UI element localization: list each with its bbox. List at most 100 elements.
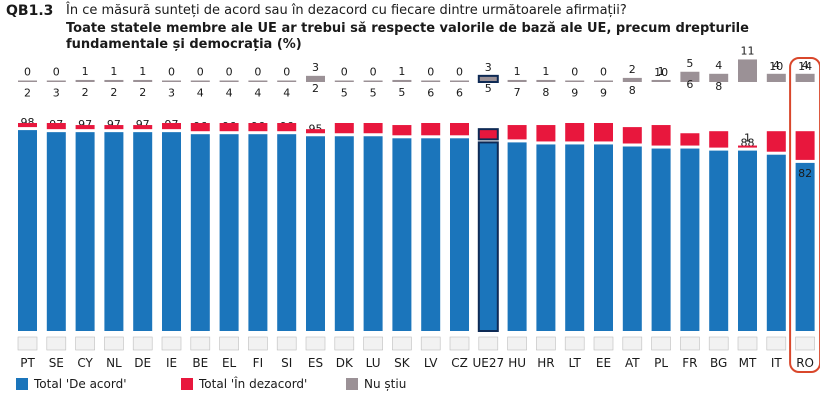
tick-label: NL (106, 356, 122, 370)
bar-agree (477, 141, 499, 332)
bar-dontknow (75, 79, 95, 82)
bar-agree (334, 136, 354, 331)
bar-agree (133, 132, 153, 331)
tick-label: CZ (451, 356, 468, 370)
bar-disagree (795, 131, 815, 160)
bar-disagree (594, 123, 613, 142)
bar-dontknow (46, 80, 66, 82)
data-label-disagree: 7 (514, 86, 521, 99)
bar-agree (75, 132, 95, 331)
data-label-agree: 95 (309, 122, 323, 135)
bar-dontknow (190, 80, 210, 82)
data-label-agree: 98 (21, 116, 35, 129)
bar-disagree (709, 131, 729, 148)
data-label-dontknow: 1 (398, 65, 405, 78)
bar-dontknow (680, 71, 700, 82)
flag-de-icon (132, 336, 153, 351)
bar-dontknow (162, 80, 181, 82)
data-label-dontknow: 4 (773, 59, 780, 72)
data-label-disagree: 3 (168, 87, 175, 100)
tick-label: SI (281, 356, 292, 370)
bar-agree (565, 144, 585, 331)
bar-dontknow (766, 73, 786, 82)
data-label-disagree: 2 (312, 82, 319, 95)
bar-agree (277, 134, 297, 331)
data-label-dontknow: 2 (629, 63, 636, 76)
bar-dontknow (565, 80, 585, 82)
bar-dontknow (622, 77, 642, 82)
bar-agree (709, 150, 729, 331)
bar-disagree (536, 125, 556, 142)
flag-ue27-icon (478, 336, 499, 351)
bar-agree (421, 138, 441, 331)
bar-agree (18, 130, 37, 331)
flag-ro-icon (795, 336, 815, 351)
flag-se-icon (46, 336, 67, 351)
flag-es-icon (305, 336, 326, 351)
bar-agree (738, 150, 757, 331)
bar-agree (536, 144, 556, 331)
data-label-disagree: 5 (485, 82, 492, 95)
data-label-disagree: 6 (427, 87, 434, 100)
bar-disagree (680, 133, 700, 146)
tick-label: PL (654, 356, 668, 370)
bar-disagree (363, 123, 383, 134)
bar-agree (392, 138, 412, 331)
tick-label: IE (166, 356, 177, 370)
data-label-disagree: 6 (686, 78, 693, 91)
bar-disagree (75, 125, 95, 130)
tick-label: PT (20, 356, 35, 370)
bar-agree (306, 136, 325, 331)
data-label-dontknow: 0 (600, 66, 607, 79)
flag-hr-icon (536, 336, 556, 351)
bar-disagree (162, 123, 181, 130)
data-label-dontknow: 4 (802, 59, 809, 72)
data-label-dontknow: 3 (485, 61, 492, 74)
bar-agree (651, 148, 671, 331)
tick-label: SE (49, 356, 64, 370)
data-label-dontknow: 0 (254, 66, 261, 79)
bar-disagree (133, 125, 153, 130)
tick-label: FI (253, 356, 263, 370)
tick-label: LU (366, 356, 381, 370)
legend-item-agree: Total 'De acord' (16, 377, 127, 391)
tick-label: ES (308, 356, 323, 370)
bar-disagree (565, 123, 585, 142)
data-label-dontknow: 1 (82, 65, 89, 78)
bar-dontknow (334, 80, 354, 82)
flag-dk-icon (334, 336, 355, 351)
legend-label-dontknow: Nu știu (364, 377, 407, 391)
bar-disagree (651, 125, 671, 146)
flag-be-icon (190, 336, 211, 351)
tick-label: DE (134, 356, 151, 370)
data-label-disagree: 4 (197, 87, 204, 100)
bar-disagree (392, 125, 412, 136)
bar-disagree (507, 125, 527, 140)
data-label-dontknow: 1 (542, 65, 549, 78)
data-label-dontknow: 0 (168, 66, 175, 79)
data-label-agree: 97 (78, 118, 92, 131)
bar-dontknow (219, 80, 239, 82)
flag-lt-icon (564, 336, 585, 351)
bar-dontknow (133, 79, 153, 82)
bar-agree (248, 134, 268, 331)
flag-sk-icon (392, 336, 412, 351)
data-label-agree: 97 (107, 118, 121, 131)
data-label-disagree: 4 (283, 87, 290, 100)
tick-label: FR (682, 356, 697, 370)
tick-label: HU (508, 356, 526, 370)
data-label-disagree: 8 (715, 80, 722, 93)
flag-at-icon (622, 336, 643, 351)
bar-dontknow (594, 80, 613, 82)
tick-label: EL (222, 356, 237, 370)
bar-disagree (622, 127, 642, 144)
bar-disagree (421, 123, 441, 136)
data-label-dontknow: 4 (715, 59, 722, 72)
bar-disagree (104, 125, 124, 130)
bar-disagree (450, 123, 469, 136)
bar-disagree (766, 131, 786, 152)
flag-fr-icon (680, 336, 700, 351)
flag-bg-icon (708, 336, 729, 351)
tick-label: SK (394, 356, 411, 370)
data-label-disagree: 2 (110, 86, 117, 99)
